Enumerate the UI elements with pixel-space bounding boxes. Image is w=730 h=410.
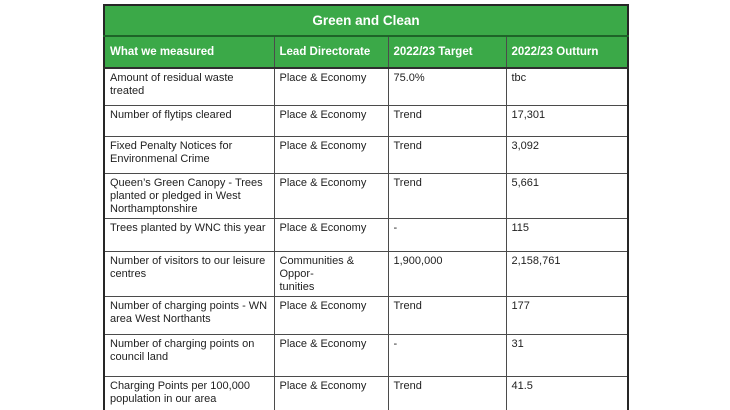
cell-outturn: 17,301 [505,105,629,137]
cell-measure: Charging Points per 100,000 population i… [103,376,275,410]
cell-target: Trend [387,296,507,335]
cell-target: Trend [387,105,507,137]
table-row: Number of visitors to our leisure centre… [103,251,629,297]
cell-outturn: 3,092 [505,136,629,174]
performance-table: Green and Clean What we measured Lead Di… [103,4,630,410]
table-row: Fixed Penalty Notices for Environmenal C… [103,136,629,174]
cell-outturn: 2,158,761 [505,251,629,297]
cell-directorate: Communities & Oppor- tunities [273,251,389,297]
cell-measure: Fixed Penalty Notices for Environmenal C… [103,136,275,174]
cell-target: 1,900,000 [387,251,507,297]
table-header-row: What we measured Lead Directorate 2022/2… [103,35,629,69]
table-row: Number of charging points on council lan… [103,334,629,377]
cell-outturn: 31 [505,334,629,377]
cell-measure: Queen’s Green Canopy - Trees planted or … [103,173,275,219]
cell-measure: Number of charging points on council lan… [103,334,275,377]
column-header-outturn: 2022/23 Outturn [505,35,629,69]
cell-outturn: tbc [505,67,629,106]
cell-outturn: 177 [505,296,629,335]
table-title: Green and Clean [103,4,629,37]
cell-measure: Amount of residual waste treated [103,67,275,106]
table-row: Charging Points per 100,000 population i… [103,376,629,410]
cell-target: Trend [387,376,507,410]
table-row: Number of flytips cleared Place & Econom… [103,105,629,137]
table-row: Number of charging points - WN area West… [103,296,629,335]
table-row: Trees planted by WNC this year Place & E… [103,218,629,252]
table-row: Amount of residual waste treated Place &… [103,67,629,106]
cell-measure: Number of charging points - WN area West… [103,296,275,335]
cell-measure: Number of visitors to our leisure centre… [103,251,275,297]
cell-target: - [387,218,507,252]
cell-directorate: Place & Economy [273,296,389,335]
cell-outturn: 115 [505,218,629,252]
cell-directorate: Place & Economy [273,376,389,410]
column-header-target: 2022/23 Target [387,35,507,69]
cell-target: Trend [387,173,507,219]
table-row: Queen’s Green Canopy - Trees planted or … [103,173,629,219]
cell-directorate: Place & Economy [273,136,389,174]
cell-target: 75.0% [387,67,507,106]
cell-target: - [387,334,507,377]
cell-directorate: Place & Economy [273,218,389,252]
cell-directorate: Place & Economy [273,67,389,106]
green-and-clean-table: Green and Clean What we measured Lead Di… [103,4,630,410]
cell-directorate: Place & Economy [273,105,389,137]
cell-directorate: Place & Economy [273,173,389,219]
table-title-row: Green and Clean [103,4,629,37]
column-header-measure: What we measured [103,35,275,69]
cell-outturn: 41.5 [505,376,629,410]
column-header-directorate: Lead Directorate [273,35,389,69]
cell-directorate: Place & Economy [273,334,389,377]
cell-target: Trend [387,136,507,174]
cell-measure: Trees planted by WNC this year [103,218,275,252]
cell-measure: Number of flytips cleared [103,105,275,137]
cell-outturn: 5,661 [505,173,629,219]
